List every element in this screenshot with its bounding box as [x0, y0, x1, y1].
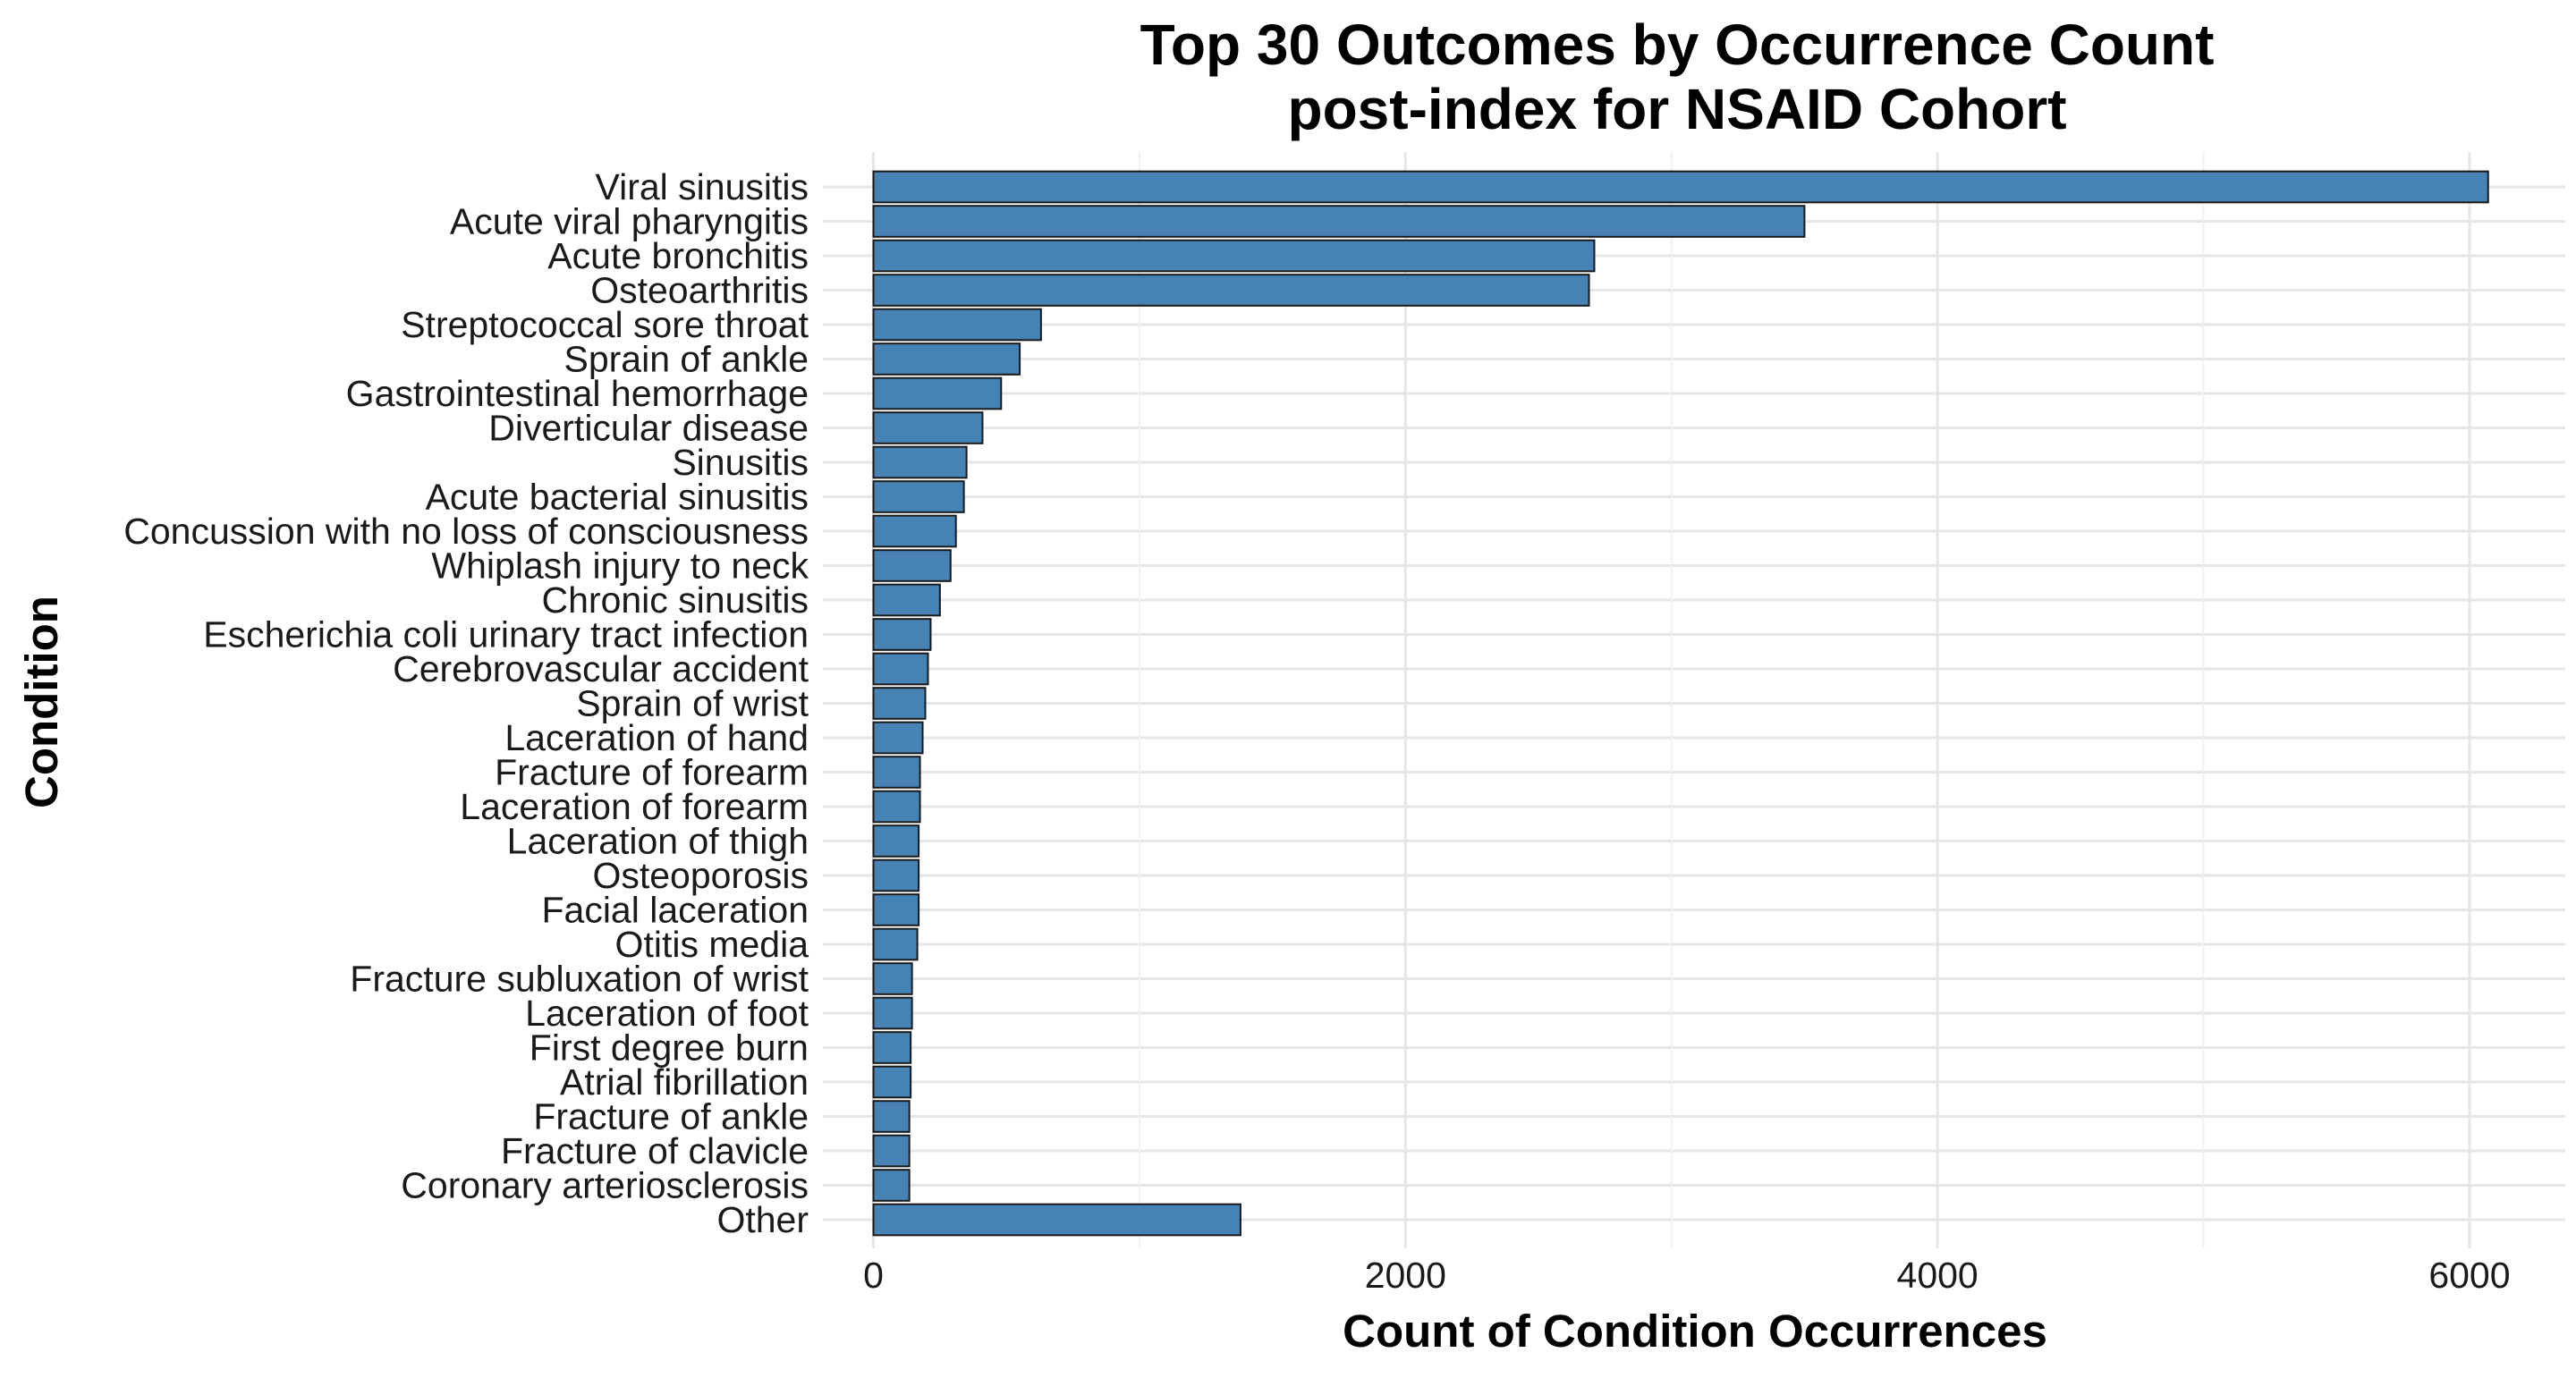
bar [872, 721, 924, 755]
x-tick-label: 6000 [2428, 1255, 2510, 1296]
category-label: Laceration of hand [504, 717, 809, 758]
chart-title: Top 30 Outcomes by Occurrence Count post… [1140, 13, 2215, 141]
category-label: Atrial fibrillation [560, 1061, 809, 1103]
x-tick-label: 2000 [1365, 1255, 1446, 1296]
bar [872, 927, 919, 961]
bar [872, 1031, 912, 1064]
bar [872, 618, 932, 651]
bar [872, 376, 1003, 410]
bar [872, 858, 920, 892]
category-label: Acute bronchitis [547, 235, 809, 276]
category-label: Sprain of ankle [564, 339, 809, 380]
category-label: Concussion with no loss of consciousness [123, 511, 809, 552]
category-label: Acute viral pharyngitis [450, 201, 809, 242]
category-label: Fracture of forearm [495, 752, 809, 793]
category-label: Fracture of ankle [533, 1096, 809, 1137]
category-label: Facial laceration [541, 890, 809, 931]
category-label: Laceration of forearm [460, 786, 809, 827]
chart-title-line-2: post-index for NSAID Cohort [1287, 77, 2066, 141]
x-axis-title: Count of Condition Occurrences [1343, 1306, 2047, 1357]
x-tick-label: 4000 [1897, 1255, 1979, 1296]
x-tick-label: 0 [863, 1255, 884, 1296]
bar [872, 342, 1021, 376]
bar [872, 274, 1590, 307]
bar [872, 170, 2489, 204]
bar [872, 962, 913, 995]
category-label: Fracture subluxation of wrist [350, 959, 809, 1000]
bar [872, 790, 921, 824]
category-label: Cerebrovascular accident [393, 648, 809, 689]
bar [872, 996, 913, 1030]
category-label: Whiplash injury to neck [431, 545, 809, 587]
bar [872, 445, 968, 479]
category-label: Viral sinusitis [596, 166, 809, 207]
bar [872, 687, 927, 720]
category-label: Diverticular disease [488, 408, 809, 449]
bar [872, 549, 952, 582]
category-label: Fracture of clavicle [501, 1130, 809, 1171]
bar [872, 239, 1596, 273]
grid-lines [823, 152, 2565, 1248]
bar [872, 652, 929, 686]
category-label: Otitis media [615, 924, 809, 965]
bar [872, 1134, 911, 1168]
category-label: Sprain of wrist [576, 683, 809, 724]
bar [872, 411, 984, 444]
bar [872, 1169, 911, 1202]
bar [872, 480, 965, 513]
category-label: Osteoporosis [592, 855, 809, 896]
bars [872, 170, 2489, 1237]
category-label: Laceration of thigh [507, 821, 809, 862]
category-label: Streptococcal sore throat [401, 304, 809, 345]
category-label: Other [716, 1199, 809, 1240]
bar [872, 756, 921, 789]
x-tick-labels: 0 2000 4000 6000 [863, 1255, 2510, 1296]
bar [872, 583, 941, 617]
category-label: Sinusitis [672, 442, 809, 483]
category-label: Acute bacterial sinusitis [426, 477, 809, 518]
bar [872, 205, 1806, 238]
bar [872, 1065, 912, 1099]
bar [872, 1203, 1241, 1237]
category-label: Osteoarthritis [590, 270, 809, 311]
category-label: First degree burn [530, 1027, 809, 1069]
bar [872, 824, 920, 858]
category-label: Laceration of foot [525, 993, 809, 1034]
category-label: Coronary arteriosclerosis [401, 1165, 809, 1206]
bar [872, 1100, 911, 1133]
chart-title-line-1: Top 30 Outcomes by Occurrence Count [1140, 13, 2215, 77]
bar [872, 308, 1042, 342]
bar [872, 514, 957, 548]
category-label: Escherichia coli urinary tract infection [203, 614, 809, 655]
category-label: Chronic sinusitis [542, 579, 809, 621]
y-axis-title: Condition [16, 596, 67, 808]
bar [872, 893, 920, 926]
category-label: Gastrointestinal hemorrhage [346, 373, 809, 414]
